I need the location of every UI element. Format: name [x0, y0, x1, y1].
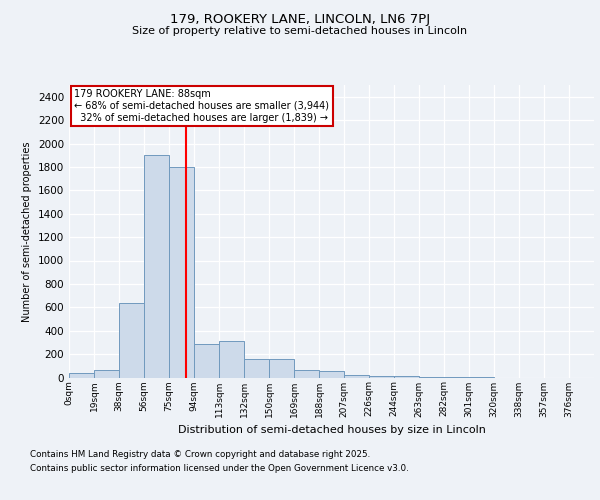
Bar — [119, 302, 144, 378]
Bar — [94, 370, 119, 378]
Text: Size of property relative to semi-detached houses in Lincoln: Size of property relative to semi-detach… — [133, 26, 467, 36]
Bar — [294, 370, 319, 378]
Bar — [194, 344, 219, 378]
Bar — [419, 377, 444, 378]
Bar — [169, 167, 194, 378]
Text: Contains HM Land Registry data © Crown copyright and database right 2025.: Contains HM Land Registry data © Crown c… — [30, 450, 370, 459]
Y-axis label: Number of semi-detached properties: Number of semi-detached properties — [22, 141, 32, 322]
Bar — [144, 155, 169, 378]
Text: Contains public sector information licensed under the Open Government Licence v3: Contains public sector information licen… — [30, 464, 409, 473]
Bar — [344, 374, 369, 378]
Bar — [269, 359, 294, 378]
Text: 179 ROOKERY LANE: 88sqm
← 68% of semi-detached houses are smaller (3,944)
  32% : 179 ROOKERY LANE: 88sqm ← 68% of semi-de… — [74, 90, 329, 122]
Bar — [244, 359, 269, 378]
Bar — [319, 371, 344, 378]
X-axis label: Distribution of semi-detached houses by size in Lincoln: Distribution of semi-detached houses by … — [178, 425, 485, 435]
Text: 179, ROOKERY LANE, LINCOLN, LN6 7PJ: 179, ROOKERY LANE, LINCOLN, LN6 7PJ — [170, 12, 430, 26]
Bar — [219, 341, 244, 378]
Bar — [69, 373, 94, 378]
Bar — [369, 376, 394, 378]
Bar — [394, 376, 419, 378]
